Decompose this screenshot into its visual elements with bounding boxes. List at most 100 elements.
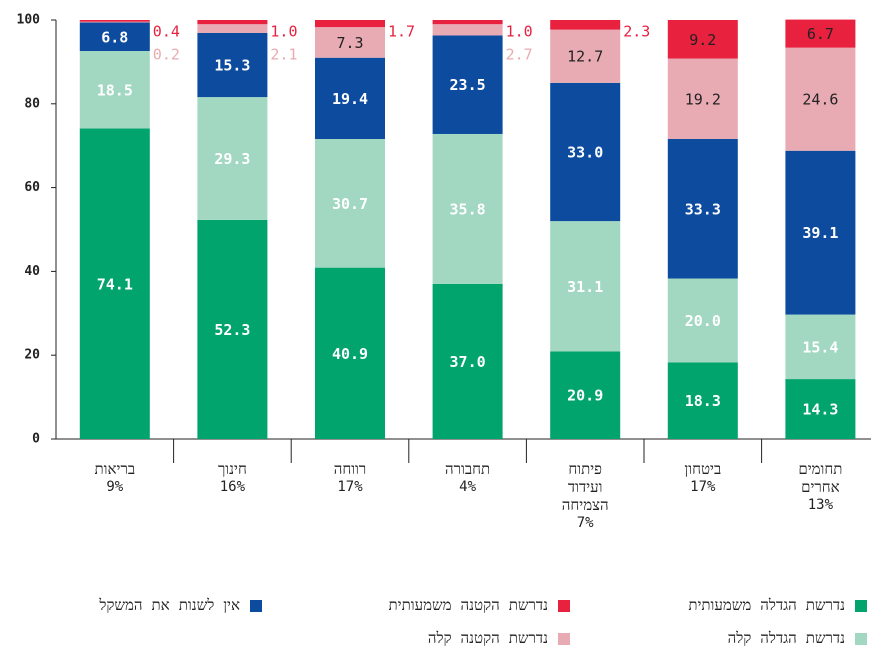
value-label: 12.7 [567,48,603,66]
legend-item: נדרשת הקטנה קלה [428,629,570,648]
bar-segment [79,21,150,23]
value-label: 20.0 [685,312,721,330]
category-share: 16% [219,479,246,495]
bar-segment [667,58,738,139]
value-label: 1.0 [506,23,533,41]
legend-swatch [855,632,867,645]
y-tick-label: 20 [24,348,40,363]
category-label: תחומים אחרים [798,460,843,496]
value-label: 31.1 [567,278,603,296]
bar-segment [432,133,503,284]
bar-segment [432,24,503,36]
bar-segment [315,138,385,268]
value-label: 7.3 [336,34,363,52]
bar-segment [667,20,738,59]
category-label: תחבורה [445,460,491,478]
bar-segment [432,35,503,134]
category-label: בריאות [94,460,136,478]
bar-segment [785,150,856,315]
legend-label: נדרשת הגדלה קלה [727,629,845,647]
bar-segment [315,20,385,28]
legend-label: נדרשת הגדלה משמעותית [688,596,845,614]
y-tick-label: 0 [32,432,40,447]
legend-swatch [250,599,262,612]
bar-segment [197,32,268,98]
bar-segment [79,128,150,439]
legend-label: נדרשת הקטנה קלה [427,629,548,647]
value-label: 52.3 [214,321,250,339]
legend-swatch [558,599,570,612]
category-share: 13% [807,497,834,513]
bar-segment [197,20,268,25]
legend-label: אין לשנות את המשקל [99,596,240,614]
value-label: 23.5 [450,76,486,94]
bar-segment [785,314,856,380]
value-label: 1.0 [270,23,297,41]
bar-segment [79,22,150,52]
value-label: 33.0 [567,143,603,161]
value-label: 14.3 [802,401,838,419]
bar-segment [432,20,503,25]
bar-segment [315,27,385,58]
value-label: 2.7 [506,46,533,64]
bar-segment [315,267,385,439]
value-label: 19.2 [685,90,721,108]
bar-segment [315,57,385,139]
value-label: 40.9 [332,345,368,363]
value-label: 18.5 [97,81,133,99]
bar-segment [197,97,268,220]
value-label: 15.3 [214,57,250,75]
category-share: 4% [459,479,477,495]
y-tick-label: 100 [17,13,41,28]
legend-item: נדרשת הקטנה משמעותית [389,596,570,615]
value-label: 18.3 [685,392,721,410]
bar-segment [432,283,503,439]
value-label: 35.8 [450,200,486,218]
bar-segment [197,24,268,33]
category-share: 17% [337,479,363,495]
value-label: 6.7 [807,25,834,43]
bar-segment [79,51,150,129]
legend-swatch [855,599,867,612]
value-label: 15.4 [802,338,838,356]
value-label: 30.7 [332,195,368,213]
bar-segment [667,362,738,439]
value-label: 19.4 [332,90,368,108]
bar-segment [550,20,621,30]
y-tick-label: 40 [24,264,40,279]
bar-segment [197,219,268,439]
bar-segment [785,47,856,151]
value-label: 39.1 [802,224,838,242]
legend-swatch [558,632,570,645]
bar-segment [667,278,738,363]
bar-segment [550,29,621,83]
y-tick-label: 80 [24,96,40,111]
value-label: 0.4 [153,23,180,41]
bar-segment [550,351,621,439]
category-label: חינוך [217,460,247,478]
bar-segment [550,221,621,352]
y-tick-label: 60 [24,180,40,195]
category-label: ביטחון [684,460,722,478]
value-label: 37.0 [450,353,486,371]
value-label: 33.3 [685,200,721,218]
category-share: 9% [106,479,124,495]
category-label: רווחה [333,460,367,478]
value-label: 24.6 [802,91,838,109]
bar-segment [79,20,150,22]
value-label: 9.2 [689,31,716,49]
legend-item: נדרשת הגדלה משמעותית [688,596,867,615]
category-share: 17% [690,479,716,495]
bar-segment [667,138,738,279]
bar-segment [550,82,621,222]
category-share: 7% [576,515,594,531]
legend-label: נדרשת הקטנה משמעותית [388,596,548,614]
legend-item: נדרשת הגדלה קלה [728,629,867,648]
value-label: 2.1 [270,46,297,64]
value-label: 20.9 [567,387,603,405]
value-label: 29.3 [214,150,250,168]
legend-item: אין לשנות את המשקל [99,596,262,615]
value-label: 1.7 [388,23,415,41]
